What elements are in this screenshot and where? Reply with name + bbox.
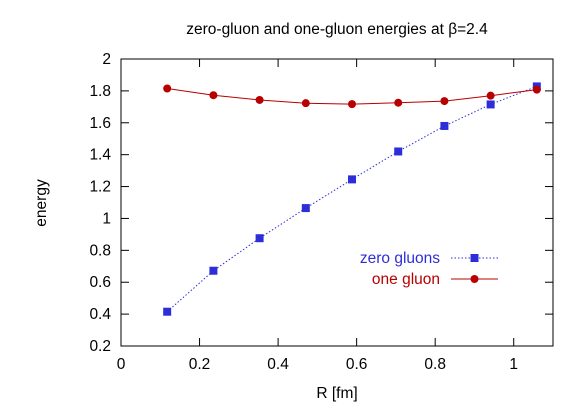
- x-tick-label: 0.8: [424, 356, 446, 373]
- data-point: [301, 99, 310, 108]
- data-point: [209, 91, 218, 100]
- data-point: [440, 97, 449, 106]
- x-tick-label: 0.2: [189, 356, 211, 373]
- plot-frame: [120, 58, 554, 347]
- y-tick-label: 1: [102, 210, 111, 227]
- y-tick-label: 1.8: [89, 83, 111, 100]
- data-point: [394, 147, 403, 156]
- series-zero-gluons: [163, 82, 541, 316]
- data-point: [486, 100, 495, 109]
- x-tick-label: 0.6: [346, 356, 368, 373]
- y-tick-label: 1.4: [89, 147, 111, 164]
- data-point: [163, 84, 172, 93]
- y-tick-label: 0.6: [89, 274, 111, 291]
- series-layer: [163, 82, 541, 316]
- axis-ticks: 0 0.2 0.4 0.6 0.8 1 0.2 0.4 0.6 0.8 1 1.2 1.4 1.6 1.8 2: [89, 51, 553, 373]
- data-point: [348, 175, 357, 184]
- data-point: [255, 234, 264, 243]
- chart-title: zero-gluon and one-gluon energies at β=2…: [186, 21, 488, 38]
- data-point: [440, 121, 449, 130]
- x-tick-label: 0.4: [267, 356, 289, 373]
- data-point: [255, 95, 264, 104]
- y-tick-label: 0.8: [89, 242, 111, 259]
- series-line: [166, 85, 537, 313]
- y-tick-label: 0.2: [89, 338, 111, 355]
- x-tick-label: 0: [117, 356, 126, 373]
- data-point: [301, 204, 310, 213]
- data-point: [209, 266, 218, 275]
- x-tick-label: 1: [509, 356, 518, 373]
- y-tick-label: 0.4: [89, 306, 111, 323]
- x-axis-label: R [fm]: [316, 385, 357, 402]
- series-one-gluon: [163, 84, 541, 109]
- data-point: [532, 85, 541, 94]
- legend-marker: [470, 275, 479, 283]
- data-point: [348, 100, 357, 109]
- legend: zero gluons one gluon: [360, 250, 498, 288]
- data-point: [394, 98, 403, 107]
- legend-label: one gluon: [372, 271, 440, 288]
- data-point: [163, 307, 172, 316]
- y-tick-label: 2: [102, 51, 111, 68]
- legend-marker: [470, 254, 479, 262]
- legend-label: zero gluons: [360, 250, 440, 267]
- y-tick-label: 1.6: [89, 115, 111, 132]
- data-point: [486, 91, 495, 100]
- y-axis-label: energy: [33, 179, 50, 227]
- y-tick-label: 1.2: [89, 179, 111, 196]
